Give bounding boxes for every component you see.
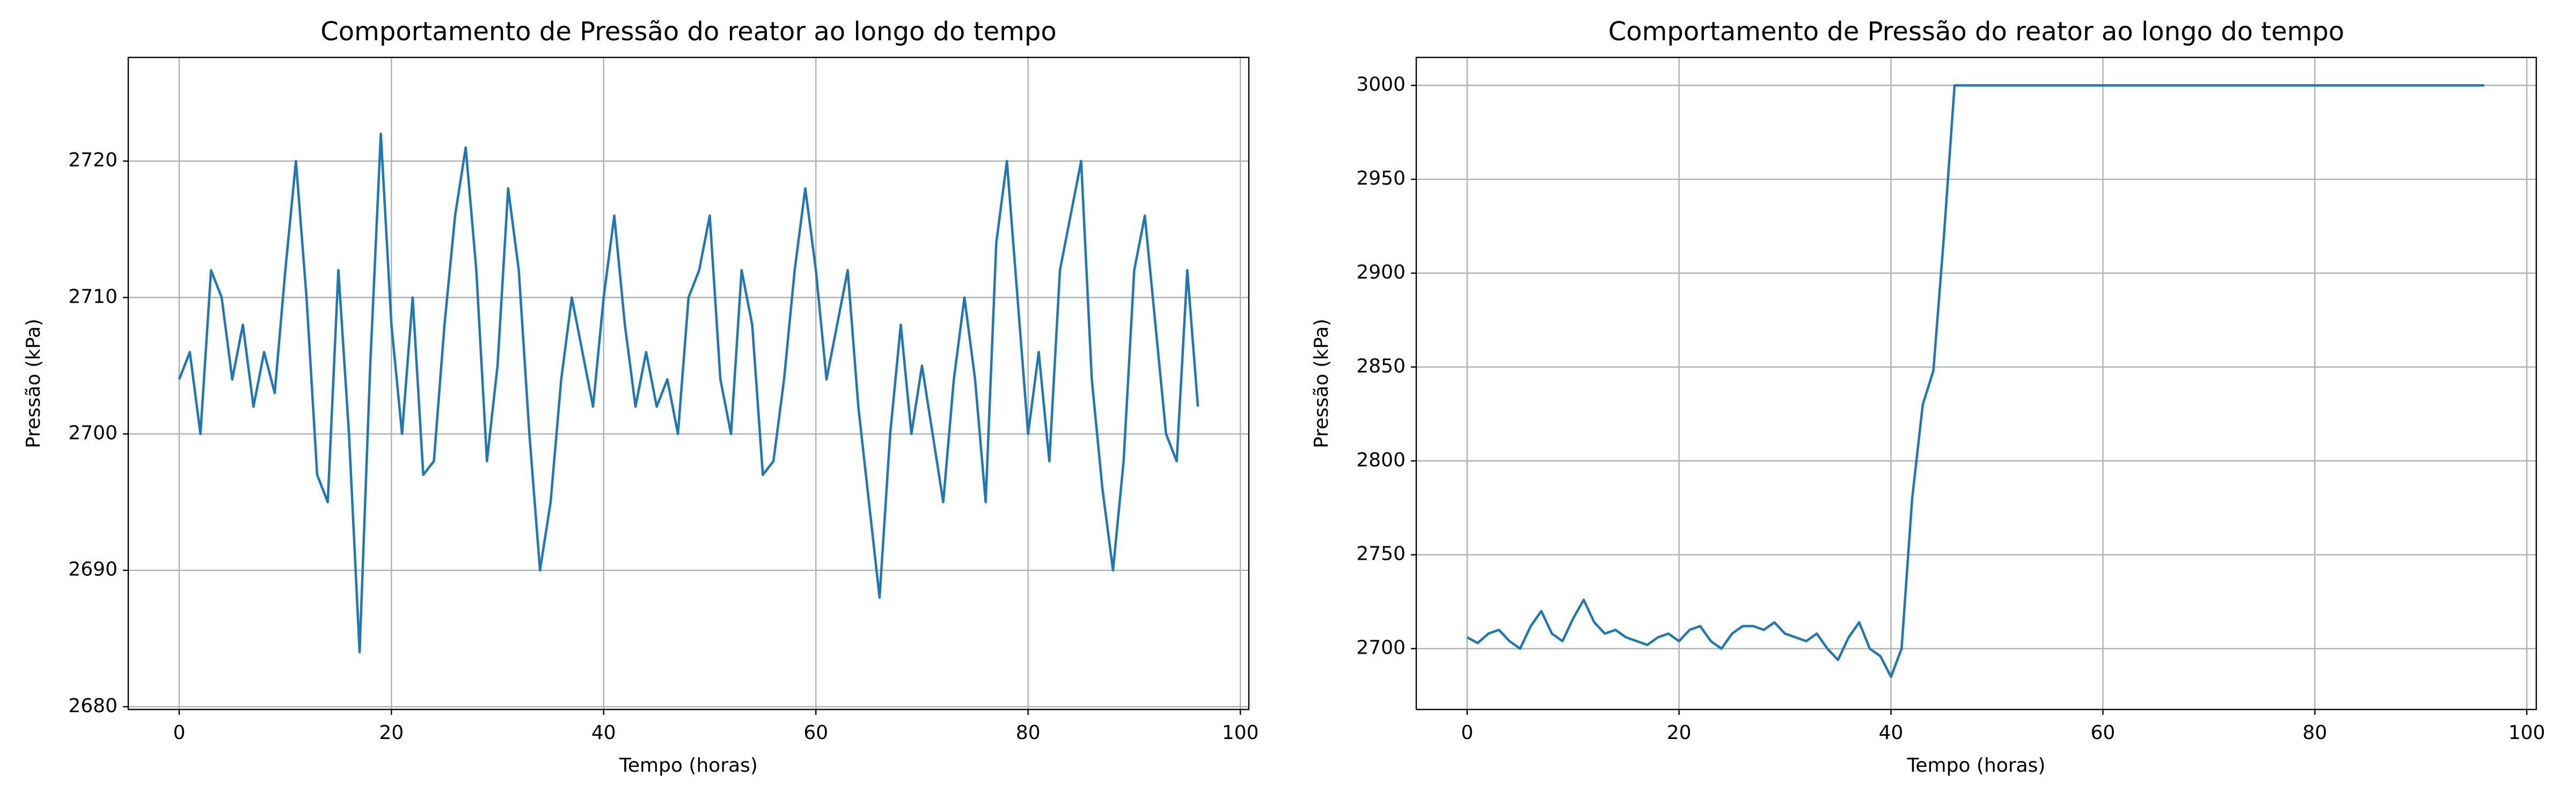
y-tick-label: 2950 [1356, 167, 1406, 189]
y-tick-label: 2750 [1356, 543, 1406, 565]
data-line [1466, 84, 2485, 678]
x-tick-label: 20 [1667, 722, 1692, 744]
y-axis-label: Pressão (kPa) [23, 319, 45, 448]
y-axis-label: Pressão (kPa) [1311, 319, 1333, 448]
x-tick-label: 40 [1879, 722, 1904, 744]
x-axis-label: Tempo (horas) [619, 755, 758, 777]
y-tick-label: 2720 [68, 149, 118, 171]
x-tick-label: 60 [2091, 722, 2116, 744]
x-tick-label: 80 [1016, 722, 1041, 744]
y-tick-label: 2800 [1356, 449, 1406, 471]
y-tick-label: 3000 [1356, 74, 1406, 96]
x-tick-label: 0 [1461, 722, 1473, 744]
y-tick-label: 2850 [1356, 355, 1406, 377]
x-tick-label: 0 [173, 722, 185, 744]
chart-title: Comportamento de Pressão do reator ao lo… [320, 17, 1056, 47]
x-tick-label: 60 [803, 722, 828, 744]
x-tick-label: 40 [591, 722, 616, 744]
y-tick-label: 2710 [68, 286, 118, 308]
x-tick-label: 20 [379, 722, 404, 744]
y-tick-label: 2690 [68, 559, 118, 581]
x-axis-label: Tempo (horas) [1907, 755, 2046, 777]
y-tick-label: 2900 [1356, 261, 1406, 283]
x-tick-label: 100 [1222, 722, 1259, 744]
axes-frame [1415, 56, 2537, 711]
y-tick-label: 2680 [68, 695, 118, 717]
x-tick-label: 80 [2302, 722, 2327, 744]
chart-title: Comportamento de Pressão do reator ao lo… [1608, 17, 2344, 47]
y-tick-label: 2700 [68, 422, 118, 444]
x-tick-label: 100 [2508, 722, 2545, 744]
data-line [178, 133, 1199, 654]
y-tick-label: 2700 [1356, 637, 1406, 659]
axes-frame [127, 56, 1250, 711]
